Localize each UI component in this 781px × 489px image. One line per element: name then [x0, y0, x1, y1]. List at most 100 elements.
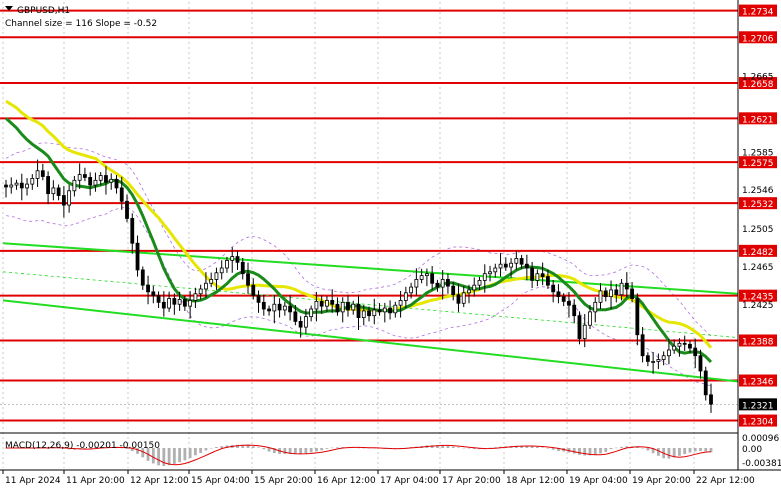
level-price-label: 1.2304: [742, 418, 774, 428]
macd-histogram-bar: [614, 447, 618, 449]
candle-body: [630, 288, 634, 299]
candle-body: [46, 176, 50, 195]
macd-histogram-bar: [467, 448, 471, 449]
candle-body: [277, 303, 282, 311]
candle-body: [467, 289, 471, 294]
candle-body: [519, 258, 524, 265]
candle-body: [209, 279, 214, 284]
candle-body: [498, 263, 503, 269]
macd-histogram-bar: [199, 448, 203, 453]
candle-body: [488, 271, 492, 275]
macd-histogram-bar: [683, 448, 687, 455]
candle-body: [219, 267, 224, 274]
support-resistance-levels: [0, 9, 738, 422]
macd-histogram-bar: [157, 448, 160, 466]
candle-body: [540, 273, 545, 277]
candle-body: [282, 305, 287, 311]
macd-histogram-bar: [672, 448, 676, 458]
candle-body: [609, 289, 613, 298]
candle-body: [288, 305, 293, 313]
time-tick-label: 15 Apr 20:00: [254, 476, 313, 486]
level-price-tag: [739, 112, 777, 125]
candle-body: [440, 279, 445, 288]
macd-histogram-bar: [688, 448, 692, 453]
current-price-tag: [739, 398, 777, 411]
level-price-tag: [739, 197, 777, 210]
macd-histogram-bar: [583, 448, 587, 456]
candle-body: [240, 261, 245, 275]
candle-body: [556, 291, 561, 298]
price-axis: 1.2734 1.2706 1.2658 1.2621 1.2575 1.2532 1.24…: [0, 4, 777, 428]
macd-histogram-bar: [309, 448, 313, 453]
candle-body: [472, 284, 477, 291]
macd-histogram-bar: [551, 448, 555, 450]
candle-body: [693, 347, 698, 357]
level-price-tag: [739, 4, 777, 17]
candle-body: [35, 170, 40, 179]
candle-body: [272, 303, 277, 312]
candle-body: [446, 279, 450, 287]
macd-histogram-bar: [136, 448, 139, 454]
candle-body: [388, 307, 392, 314]
candle-body: [377, 309, 382, 313]
candle-body: [419, 275, 424, 280]
macd-histogram-bar: [578, 448, 581, 455]
candle-body: [546, 276, 550, 286]
price-tick-label: 1.2665: [742, 72, 774, 82]
candle-body: [40, 170, 45, 177]
macd-histogram-bar: [588, 448, 592, 456]
macd-histogram-bar: [625, 446, 629, 448]
candle-body: [530, 267, 535, 281]
candle-body: [51, 187, 56, 195]
macd-histogram-bar: [315, 448, 318, 452]
symbol-label: GBPUSD,H1: [17, 6, 70, 16]
macd-tick-label: 0.00: [742, 445, 762, 455]
macd-label: MACD(12,26,9) -0.00201 -0.00150: [5, 441, 160, 451]
candle-body: [335, 303, 340, 313]
candle-body: [114, 178, 119, 189]
macd-histogram-bar: [599, 448, 602, 454]
candle-body: [104, 175, 108, 183]
macd-histogram-bar: [299, 448, 303, 454]
candle-body: [598, 290, 603, 303]
level-price-label: 1.2575: [742, 159, 774, 169]
macd-histogram-bar: [120, 447, 124, 449]
dropdown-triangle-icon[interactable]: [5, 6, 13, 11]
price-tick-label: 1.2465: [742, 263, 774, 273]
macd-histogram-bar: [557, 448, 560, 451]
candle-body: [119, 187, 124, 202]
macd-histogram-bar: [646, 448, 650, 451]
candle-body: [156, 295, 161, 303]
macd-histogram-bar: [272, 448, 276, 453]
candle-body: [246, 273, 250, 286]
channel-label: Channel size = 116 Slope = -0.52: [5, 19, 157, 29]
candle-body: [588, 311, 592, 326]
macd-histogram-bar: [572, 448, 576, 454]
candle-body: [582, 324, 587, 339]
candle-body: [25, 183, 29, 189]
time-tick-label: 17 Apr 20:00: [442, 476, 501, 486]
candle-body: [414, 279, 419, 288]
candle-body: [514, 258, 519, 264]
candle-body: [98, 175, 103, 181]
macd-histogram-bar: [178, 448, 182, 463]
macd-histogram-bar: [183, 448, 187, 461]
macd-histogram-bar: [362, 447, 366, 449]
time-tick-label: 11 Apr 2024: [5, 476, 61, 486]
macd-histogram-bar: [320, 448, 324, 451]
macd-histogram-bar: [94, 447, 97, 449]
candle-body: [9, 184, 14, 188]
candle-body: [567, 300, 571, 306]
candle-body: [235, 256, 240, 263]
macd-histogram-bar: [236, 444, 239, 448]
macd-histogram-bar: [593, 448, 597, 455]
candle-body: [430, 273, 435, 284]
candle-body: [688, 343, 692, 349]
macd-histogram-bar: [530, 446, 534, 448]
candle-body: [593, 301, 598, 313]
grid: [2, 2, 695, 468]
macd-histogram-bar: [404, 447, 408, 449]
